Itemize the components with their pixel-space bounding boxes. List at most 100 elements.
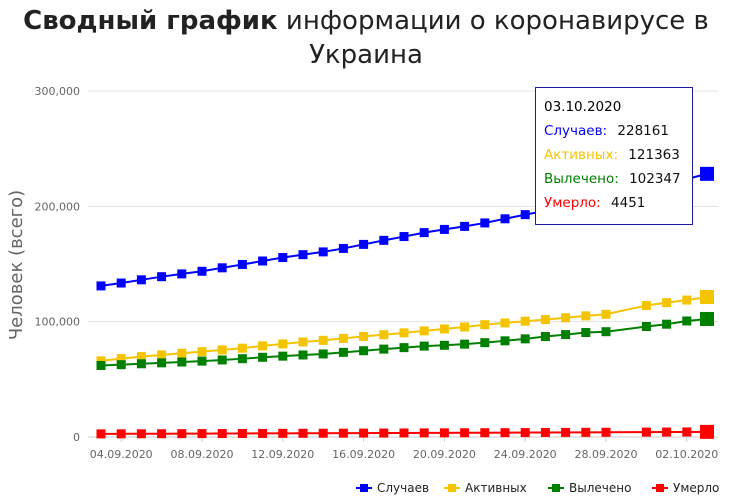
series-3-point[interactable] <box>601 327 611 337</box>
series-2-point[interactable] <box>520 316 530 326</box>
series-4-point[interactable] <box>682 427 692 437</box>
series-3-point[interactable] <box>258 352 268 362</box>
series-3-point[interactable] <box>561 330 571 340</box>
series-3-point[interactable] <box>581 328 591 338</box>
series-4-point[interactable] <box>338 428 348 438</box>
series-2-point[interactable] <box>157 350 167 360</box>
series-3-point[interactable] <box>96 360 106 370</box>
series-3-point[interactable] <box>540 332 550 342</box>
series-3-point[interactable] <box>439 340 449 350</box>
series-2-point[interactable] <box>278 339 288 349</box>
series-1-point[interactable] <box>379 235 389 245</box>
series-2-point[interactable] <box>540 315 550 325</box>
series-4-point[interactable] <box>460 428 470 438</box>
series-4-point[interactable] <box>641 427 651 437</box>
legend-item-label[interactable]: Вылечено <box>569 481 631 495</box>
series-4-point[interactable] <box>318 428 328 438</box>
series-3-point[interactable] <box>298 350 308 360</box>
series-2-point[interactable] <box>460 322 470 332</box>
series-2-point[interactable] <box>318 335 328 345</box>
series-2-point[interactable] <box>177 348 187 358</box>
series-3-point[interactable] <box>641 322 651 332</box>
series-4-point[interactable] <box>379 428 389 438</box>
series-2-point[interactable] <box>581 311 591 321</box>
series-3-point[interactable] <box>419 341 429 351</box>
series-2-point[interactable] <box>379 330 389 340</box>
series-3-point[interactable] <box>318 349 328 359</box>
series-4-point[interactable] <box>217 429 227 439</box>
series-3-point[interactable] <box>278 351 288 361</box>
series-2-point[interactable] <box>237 343 247 353</box>
series-4-point[interactable] <box>581 427 591 437</box>
legend-item-label[interactable]: Активных <box>465 481 527 495</box>
series-3-point[interactable] <box>136 359 146 369</box>
series-4-point[interactable] <box>116 429 126 439</box>
series-1-point[interactable] <box>359 239 369 249</box>
series-1-point[interactable] <box>439 224 449 234</box>
series-4-point[interactable] <box>399 428 409 438</box>
series-4-point[interactable] <box>197 429 207 439</box>
series-1-point[interactable] <box>136 275 146 285</box>
series-3-point[interactable] <box>157 358 167 368</box>
series-3-point[interactable] <box>359 346 369 356</box>
legend-item-label[interactable]: Умерло <box>673 481 719 495</box>
series-1-point[interactable] <box>157 272 167 282</box>
series-4-point[interactable] <box>96 429 106 439</box>
series-3-point[interactable] <box>399 343 409 353</box>
series-1-point[interactable] <box>318 247 328 257</box>
series-3-point[interactable] <box>217 355 227 365</box>
series-1-point[interactable] <box>480 218 490 228</box>
series-2-point[interactable] <box>480 320 490 330</box>
series-4-point[interactable] <box>237 428 247 438</box>
series-1-point[interactable] <box>237 259 247 269</box>
series-3-point[interactable] <box>480 338 490 348</box>
series-4-point[interactable] <box>278 428 288 438</box>
series-1-point[interactable] <box>278 253 288 263</box>
series-3-point[interactable] <box>520 334 530 344</box>
series-2-point[interactable] <box>298 337 308 347</box>
series-4-point[interactable] <box>298 428 308 438</box>
series-2-point[interactable] <box>217 345 227 355</box>
series-2-point[interactable] <box>601 309 611 319</box>
series-2-point[interactable] <box>700 290 714 305</box>
series-4-point[interactable] <box>520 428 530 438</box>
series-4-point[interactable] <box>136 429 146 439</box>
series-3-point[interactable] <box>177 357 187 367</box>
series-1-point[interactable] <box>700 166 714 181</box>
series-1-point[interactable] <box>419 228 429 238</box>
series-2-point[interactable] <box>419 326 429 336</box>
series-3-point[interactable] <box>700 311 714 326</box>
series-3-point[interactable] <box>682 316 692 326</box>
series-3-point[interactable] <box>379 344 389 354</box>
series-1-point[interactable] <box>177 269 187 279</box>
series-2-point[interactable] <box>258 341 268 351</box>
series-4-point[interactable] <box>700 424 714 439</box>
series-2-point[interactable] <box>561 313 571 323</box>
series-4-point[interactable] <box>662 427 672 437</box>
series-3-point[interactable] <box>116 360 126 370</box>
series-2-point[interactable] <box>116 354 126 364</box>
series-2-point[interactable] <box>96 356 106 366</box>
series-1-point[interactable] <box>460 221 470 231</box>
series-4-point[interactable] <box>561 427 571 437</box>
series-2-point[interactable] <box>682 295 692 305</box>
series-1-point[interactable] <box>399 232 409 242</box>
series-3-point[interactable] <box>197 356 207 366</box>
series-4-point[interactable] <box>258 428 268 438</box>
series-3-point[interactable] <box>237 354 247 364</box>
series-2-point[interactable] <box>197 347 207 357</box>
series-1-point[interactable] <box>520 210 530 220</box>
series-2-point[interactable] <box>662 298 672 308</box>
series-4-point[interactable] <box>359 428 369 438</box>
series-3-point[interactable] <box>500 336 510 346</box>
series-4-point[interactable] <box>540 427 550 437</box>
series-4-point[interactable] <box>480 428 490 438</box>
series-1-point[interactable] <box>338 243 348 253</box>
series-1-point[interactable] <box>197 266 207 276</box>
series-3-point[interactable] <box>460 339 470 349</box>
series-4-point[interactable] <box>177 429 187 439</box>
series-2-point[interactable] <box>399 328 409 338</box>
series-2-point[interactable] <box>641 301 651 311</box>
series-3-point[interactable] <box>338 347 348 357</box>
series-2-point[interactable] <box>359 331 369 341</box>
